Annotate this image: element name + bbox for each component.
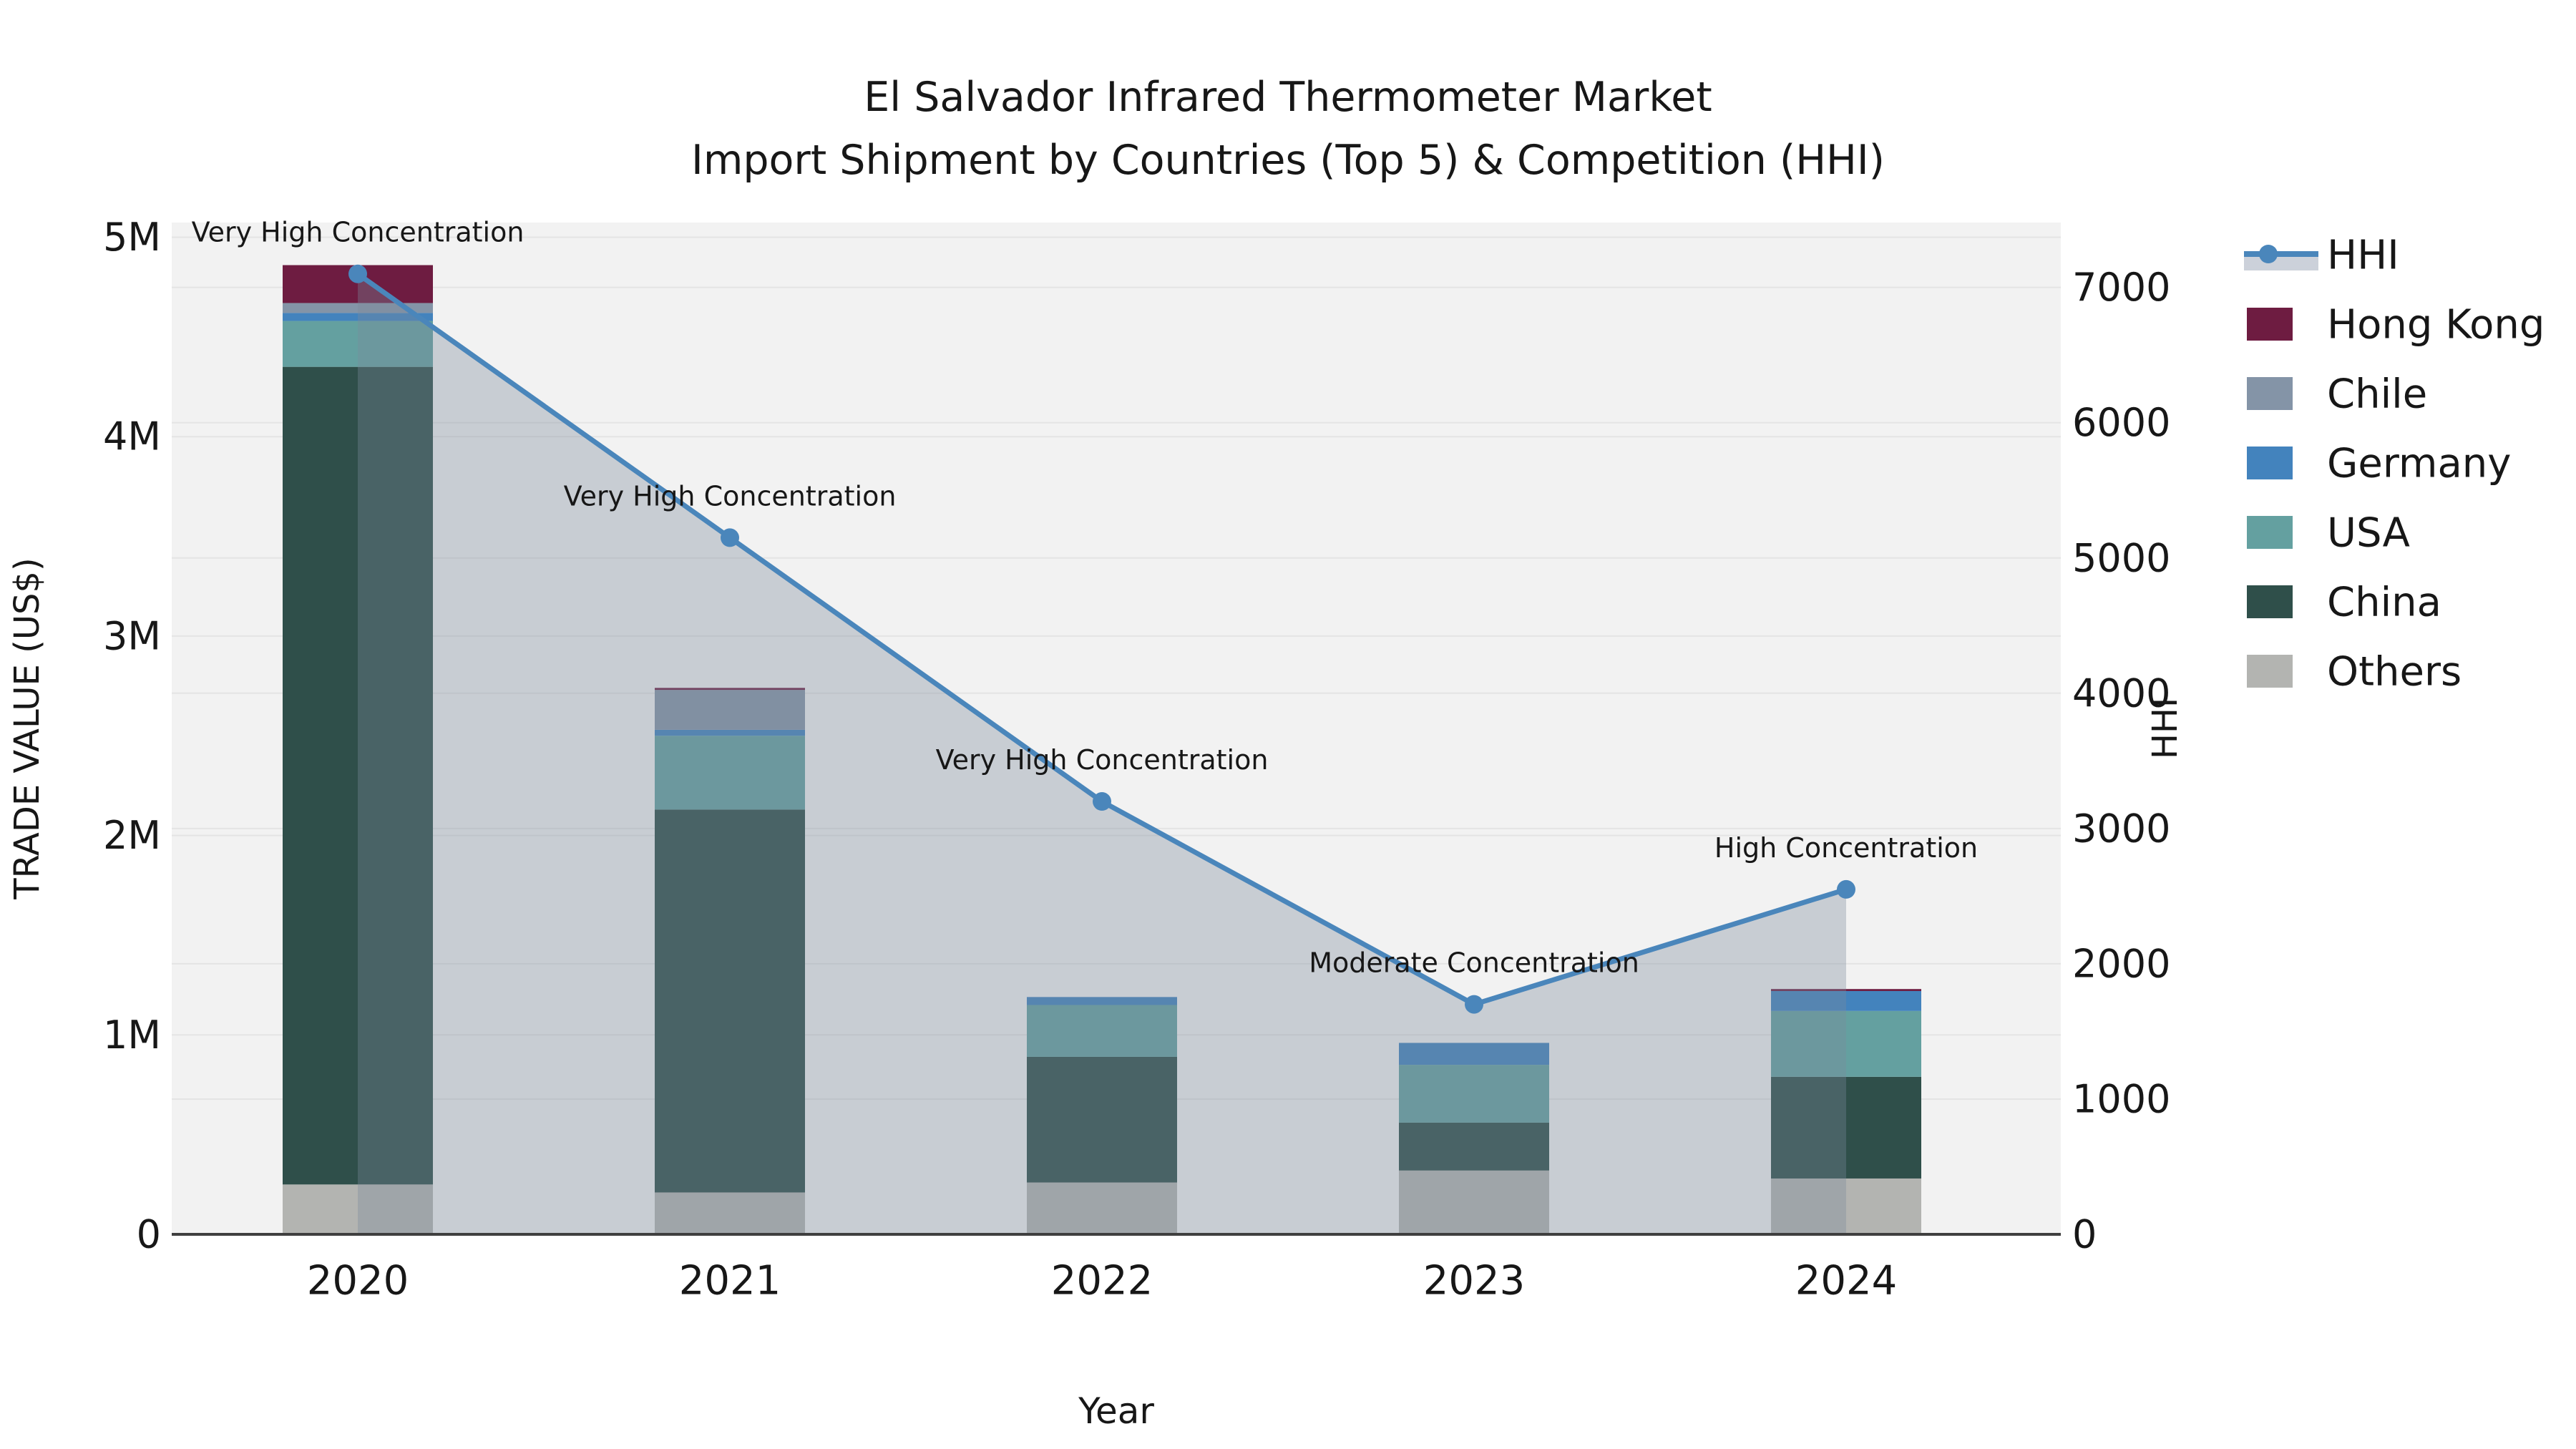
hhi-marker-2022 <box>1093 792 1111 811</box>
bar-segment-germany-2024 <box>1771 990 1921 1011</box>
bar-segment-china-2021 <box>655 809 805 1193</box>
x-tick-2022: 2022 <box>1051 1258 1153 1304</box>
y-right-axis-title: HHI <box>2145 698 2185 759</box>
y-right-tick-7000: 7000 <box>2072 265 2170 310</box>
bar-segment-others-2022 <box>1027 1182 1177 1234</box>
chart-title-line2: Import Shipment by Countries (Top 5) & C… <box>691 137 1885 184</box>
legend-hhi-marker <box>2259 245 2278 263</box>
bar-segment-hong-kong-2021 <box>655 688 805 691</box>
legend-item-chile: Chile <box>2247 371 2427 418</box>
bar-segment-china-2022 <box>1027 1056 1177 1183</box>
legend-swatch-usa <box>2247 516 2293 549</box>
y-left-tick-0: 0 <box>137 1212 161 1257</box>
hhi-area-fill <box>358 273 1846 1234</box>
bar-segment-usa-2022 <box>1027 1005 1177 1057</box>
bar-segment-others-2024 <box>1771 1178 1921 1234</box>
bar-segment-germany-2020 <box>283 313 433 321</box>
legend-label-germany: Germany <box>2327 441 2511 487</box>
legend-item-hhi: HHI <box>2244 233 2399 279</box>
legend: HHI Hong Kong Chile Germany USA China Others <box>2244 233 2545 696</box>
hhi-marker-2023 <box>1465 995 1483 1014</box>
legend-label-hong-kong: Hong Kong <box>2327 302 2545 348</box>
x-tick-2024: 2024 <box>1795 1258 1898 1304</box>
bars <box>283 265 1921 1234</box>
bar-segment-others-2023 <box>1399 1170 1549 1234</box>
x-axis-title: Year <box>1078 1390 1154 1432</box>
bar-2021 <box>655 688 805 1234</box>
legend-label-usa: USA <box>2327 510 2410 557</box>
legend-swatch-china <box>2247 585 2293 618</box>
legend-item-usa: USA <box>2247 510 2410 557</box>
y-left-tick-4M: 4M <box>103 414 161 459</box>
y-left-tick-3M: 3M <box>103 613 161 658</box>
bar-2020 <box>283 265 433 1234</box>
annotation-2022: Very High Concentration <box>936 744 1269 776</box>
y-right-tick-5000: 5000 <box>2072 535 2170 580</box>
legend-swatch-germany <box>2247 447 2293 479</box>
y-right-tick-4000: 4000 <box>2072 670 2170 716</box>
y-right-tick-3000: 3000 <box>2072 806 2170 851</box>
annotation-2024: High Concentration <box>1714 832 1978 864</box>
chart-title: El Salvador Infrared Thermometer Market … <box>0 66 2576 192</box>
bar-segment-china-2024 <box>1771 1076 1921 1179</box>
legend-item-others: Others <box>2247 649 2462 696</box>
bar-segment-chile-2021 <box>655 690 805 730</box>
bar-segment-china-2020 <box>283 366 433 1185</box>
bar-segment-usa-2024 <box>1771 1010 1921 1077</box>
legend-label-china: China <box>2327 580 2441 626</box>
bar-segment-germany-2021 <box>655 729 805 736</box>
legend-label-others: Others <box>2327 649 2462 696</box>
bar-2022 <box>1027 997 1177 1234</box>
legend-item-china: China <box>2247 580 2441 626</box>
bar-segment-hong-kong-2024 <box>1771 989 1921 991</box>
y-right-tick-6000: 6000 <box>2072 400 2170 445</box>
legend-label-chile: Chile <box>2327 371 2427 418</box>
bar-segment-chile-2020 <box>283 303 433 313</box>
hhi-marker-2021 <box>721 528 739 547</box>
y-left-tick-1M: 1M <box>103 1013 161 1058</box>
bar-segment-others-2020 <box>283 1184 433 1234</box>
bar-2023 <box>1399 1043 1549 1234</box>
x-tick-2021: 2021 <box>679 1258 781 1304</box>
legend-swatch-others <box>2247 655 2293 688</box>
bar-segment-germany-2023 <box>1399 1043 1549 1065</box>
y-left-tick-2M: 2M <box>103 813 161 858</box>
annotation-2023: Moderate Concentration <box>1309 947 1639 979</box>
legend-label-hhi: HHI <box>2327 233 2399 279</box>
y-right-tick-0: 0 <box>2072 1212 2097 1257</box>
legend-item-hong-kong: Hong Kong <box>2247 302 2545 348</box>
bar-segment-usa-2023 <box>1399 1065 1549 1123</box>
x-tick-2020: 2020 <box>307 1258 409 1304</box>
annotation-2021: Very High Concentration <box>564 480 897 512</box>
bar-segment-china-2023 <box>1399 1122 1549 1171</box>
annotation-2020: Very High Concentration <box>192 217 525 248</box>
bar-segment-germany-2022 <box>1027 997 1177 1005</box>
hhi-marker-2024 <box>1837 879 1855 899</box>
bar-2024 <box>1771 989 1921 1234</box>
hhi-marker-2020 <box>348 264 367 283</box>
bar-segment-others-2021 <box>655 1192 805 1234</box>
legend-swatch-hong-kong <box>2247 308 2293 341</box>
legend-item-germany: Germany <box>2247 441 2511 487</box>
x-tick-2023: 2023 <box>1423 1258 1526 1304</box>
y-right-tick-2000: 2000 <box>2072 941 2170 986</box>
legend-swatch-chile <box>2247 377 2293 410</box>
bar-segment-usa-2020 <box>283 321 433 367</box>
y-left-tick-5M: 5M <box>103 215 161 260</box>
y-left-axis-title: TRADE VALUE (US$) <box>7 557 47 899</box>
bar-segment-usa-2021 <box>655 736 805 810</box>
chart-title-line1: El Salvador Infrared Thermometer Market <box>864 74 1712 121</box>
y-right-tick-1000: 1000 <box>2072 1076 2170 1121</box>
